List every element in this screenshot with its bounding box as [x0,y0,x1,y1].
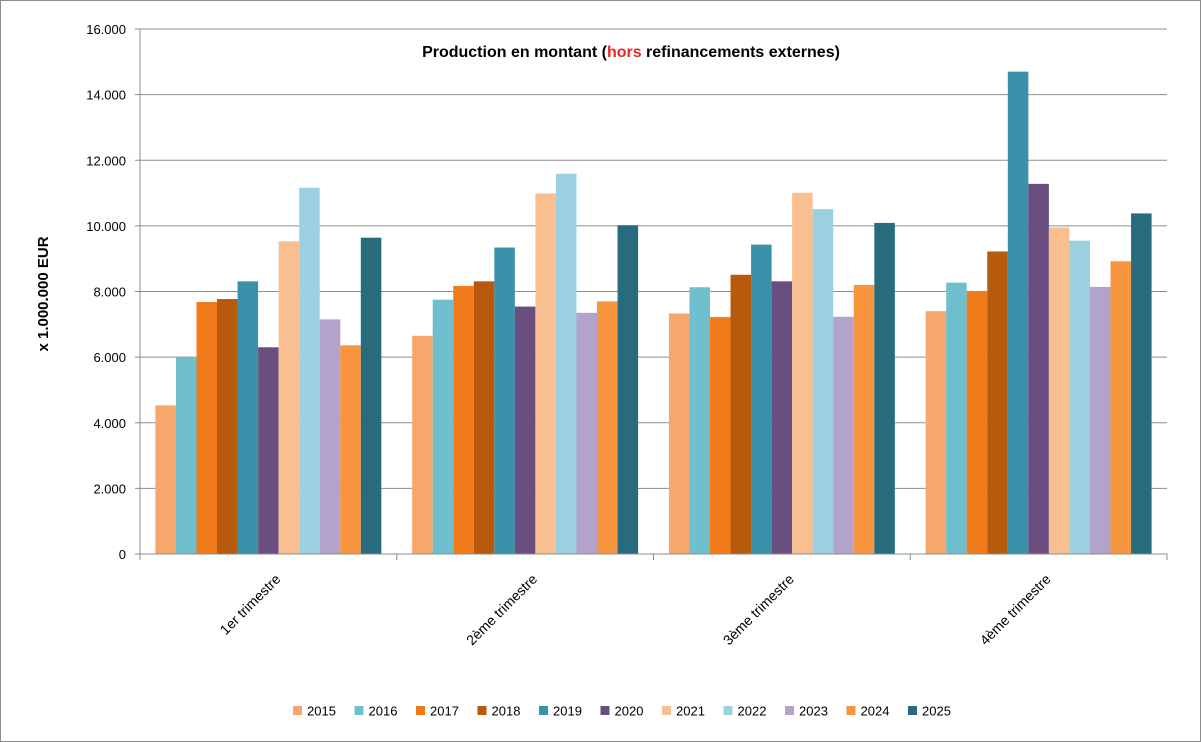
y-tick-label: 0 [119,547,126,562]
bar-2022-q1 [299,187,320,554]
legend-label-2021: 2021 [676,704,705,719]
title-part-3: refinancements externes) [642,44,840,61]
y-tick-label: 2.000 [93,481,126,496]
bar-2021-q3 [792,192,813,554]
bar-2020-q1 [258,347,279,554]
bar-2023-q1 [319,319,341,554]
bar-2018-q1 [217,299,238,554]
chart-title: Production en montant (hors refinancemen… [422,44,840,61]
category-labels: 1er trimestre 2ème trimestre 3ème trimestr… [217,571,1054,648]
bar-2016-q4 [946,282,967,554]
category-label: 1er trimestre [217,571,284,638]
legend-label-2017: 2017 [430,704,459,719]
bars [155,71,1152,554]
bar-2017-q4 [966,291,988,554]
legend-swatch-2015 [293,706,302,715]
legend-swatch-2019 [539,706,548,715]
bar-2022-q2 [555,173,577,554]
bar-2024-q2 [597,301,618,554]
bar-2015-q2 [412,335,433,554]
category-label: 4ème trimestre [976,571,1053,648]
y-tick-label: 6.000 [93,350,126,365]
y-tick-labels: 0 2.000 4.000 6.000 8.000 10.000 12.000 14.000 1… [86,22,126,562]
legend-label-2016: 2016 [369,704,398,719]
legend-swatch-2023 [785,706,794,715]
bar-2023-q4 [1089,286,1111,554]
bar-2020-q4 [1028,183,1049,554]
legend-label-2020: 2020 [615,704,644,719]
legend: 2015 2016 2017 2018 2019 2020 2021 2022 2023 2024… [293,704,951,719]
legend-swatch-2016 [354,706,364,715]
bar-2015-q1 [155,405,176,554]
y-tick-label: 14.000 [86,88,126,103]
y-tick-label: 8.000 [93,285,126,300]
bar-2020-q2 [514,306,536,554]
title-part-1: Production en montant ( [422,44,608,61]
bar-2019-q1 [237,281,259,554]
bar-2024-q4 [1110,261,1132,554]
category-label: 2ème trimestre [463,571,540,648]
legend-swatch-2025 [908,706,917,715]
y-axis-label: x 1.000.000 EUR [35,236,52,351]
bar-2023-q2 [576,312,598,554]
bar-2024-q3 [853,284,875,554]
bar-2016-q1 [175,357,197,554]
y-tick-label: 10.000 [86,219,126,234]
bar-2025-q2 [617,225,639,554]
bar-2022-q3 [812,209,834,554]
y-tick-label: 12.000 [86,153,126,168]
legend-swatch-2020 [600,706,610,715]
bar-2021-q2 [535,193,556,554]
legend-swatch-2021 [662,706,671,715]
bar-2017-q2 [453,285,474,554]
legend-label-2022: 2022 [738,704,767,719]
legend-swatch-2024 [846,706,856,715]
bar-2019-q4 [1007,71,1029,554]
bar-2025-q3 [874,222,895,554]
axes [135,28,1168,560]
legend-label-2015: 2015 [307,704,336,719]
bar-2022-q4 [1069,240,1090,554]
legend-swatch-2018 [477,706,487,715]
bar-2021-q1 [278,241,300,554]
legend-label-2023: 2023 [799,704,828,719]
legend-swatch-2017 [416,706,425,715]
bar-2019-q3 [751,244,772,554]
bar-2019-q2 [494,247,515,554]
bar-2015-q3 [668,313,690,554]
bar-2018-q3 [730,274,752,554]
bar-2024-q1 [340,345,361,554]
bar-2016-q3 [689,287,710,554]
category-label: 3ème trimestre [720,571,797,648]
title-highlight: hors [607,44,642,61]
legend-swatch-2022 [723,706,733,715]
y-tick-label: 4.000 [93,416,126,431]
bar-2015-q4 [925,311,947,554]
legend-label-2024: 2024 [861,704,890,719]
bar-2025-q1 [360,237,382,554]
legend-label-2018: 2018 [492,704,521,719]
bar-2025-q4 [1131,213,1152,554]
legend-label-2019: 2019 [553,704,582,719]
bar-2017-q1 [196,302,218,554]
y-tick-label: 16.000 [86,22,126,37]
bar-2018-q2 [473,281,495,554]
bar-2020-q3 [771,281,793,554]
bar-2016-q2 [432,299,454,554]
bar-2023-q3 [833,316,854,554]
legend-label-2025: 2025 [922,704,951,719]
bar-2021-q4 [1048,227,1070,554]
bar-2018-q4 [987,251,1008,554]
bar-2017-q3 [709,317,731,554]
